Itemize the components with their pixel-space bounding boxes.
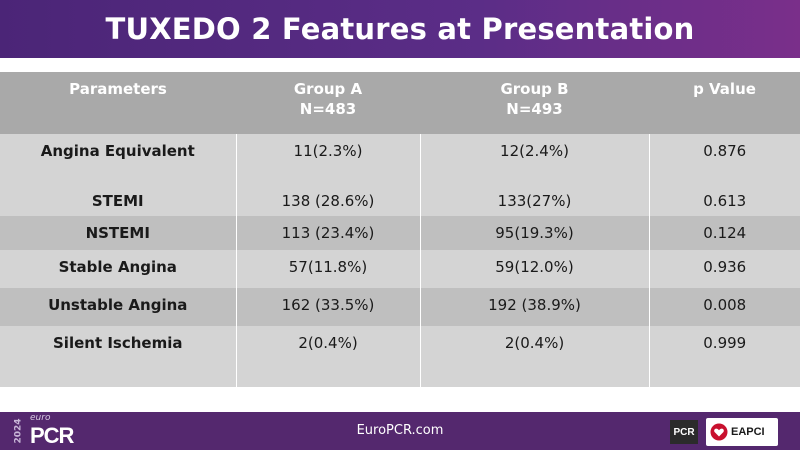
row-group-b: 192 (38.9%) — [419, 288, 649, 326]
header-group-a-n: N=483 — [299, 100, 357, 118]
heart-icon — [710, 423, 728, 441]
row-parameter: Angina Equivalent — [0, 134, 236, 184]
row-parameter: Silent Ischemia — [0, 326, 236, 387]
header-group-a-label: Group A — [293, 80, 363, 98]
row-group-b: 95(19.3%) — [419, 216, 649, 250]
table-row: Angina Equivalent 11(2.3%) 12(2.4%) 0.87… — [0, 134, 800, 184]
logo-pcr: PCR — [30, 423, 74, 448]
table-row: STEMI 138 (28.6%) 133(27%) 0.613 — [0, 184, 800, 216]
eapci-logo: EAPCI — [706, 418, 778, 446]
header-group-a: Group A N=483 — [236, 72, 420, 134]
row-group-a: 11(2.3%) — [235, 134, 420, 184]
footer-bar: 2024 euro PCR EuroPCR.com PCR EAPCI — [0, 412, 800, 450]
header-parameters-label: Parameters — [69, 80, 167, 98]
slide-title: TUXEDO 2 Features at Presentation — [105, 12, 695, 46]
row-group-b: 12(2.4%) — [419, 134, 649, 184]
table-row: Unstable Angina 162 (33.5%) 192 (38.9%) … — [0, 288, 800, 326]
row-group-b: 59(12.0%) — [419, 250, 649, 288]
row-group-a: 2(0.4%) — [235, 326, 420, 387]
row-p-value: 0.613 — [648, 184, 800, 216]
row-group-b: 133(27%) — [419, 184, 649, 216]
title-bar: TUXEDO 2 Features at Presentation — [0, 0, 800, 58]
row-group-a: 113 (23.4%) — [235, 216, 420, 250]
row-p-value: 0.876 — [648, 134, 800, 184]
table-row: Stable Angina 57(11.8%) 59(12.0%) 0.936 — [0, 250, 800, 288]
header-p-value-label: p Value — [693, 80, 756, 98]
features-table: Parameters Group A N=483 Group B N=493 p V… — [0, 72, 800, 387]
header-group-b-label: Group B — [500, 80, 569, 98]
table-row: Silent Ischemia 2(0.4%) 2(0.4%) 0.999 — [0, 326, 800, 387]
europcr-logo: 2024 euro PCR — [12, 412, 82, 450]
logo-euro: euro — [30, 413, 51, 423]
row-p-value: 0.999 — [648, 326, 800, 387]
header-p-value: p Value — [649, 72, 800, 134]
footer-url-link[interactable]: EuroPCR.com — [356, 423, 444, 438]
row-parameter: STEMI — [0, 184, 236, 216]
row-parameter: Stable Angina — [0, 250, 236, 288]
row-p-value: 0.124 — [648, 216, 800, 250]
header-group-b: Group B N=493 — [420, 72, 649, 134]
row-parameter: NSTEMI — [0, 216, 236, 250]
table-header-row: Parameters Group A N=483 Group B N=493 p V… — [0, 72, 800, 134]
header-parameters: Parameters — [0, 72, 236, 134]
row-group-a: 162 (33.5%) — [235, 288, 420, 326]
row-parameter: Unstable Angina — [0, 288, 236, 326]
row-group-a: 57(11.8%) — [235, 250, 420, 288]
eapci-label: EAPCI — [731, 426, 765, 438]
row-group-b: 2(0.4%) — [419, 326, 649, 387]
row-group-a: 138 (28.6%) — [235, 184, 420, 216]
pcr-badge-logo: PCR — [670, 420, 698, 444]
table-row: NSTEMI 113 (23.4%) 95(19.3%) 0.124 — [0, 216, 800, 250]
row-p-value: 0.008 — [648, 288, 800, 326]
row-p-value: 0.936 — [648, 250, 800, 288]
header-group-b-n: N=493 — [506, 100, 563, 118]
